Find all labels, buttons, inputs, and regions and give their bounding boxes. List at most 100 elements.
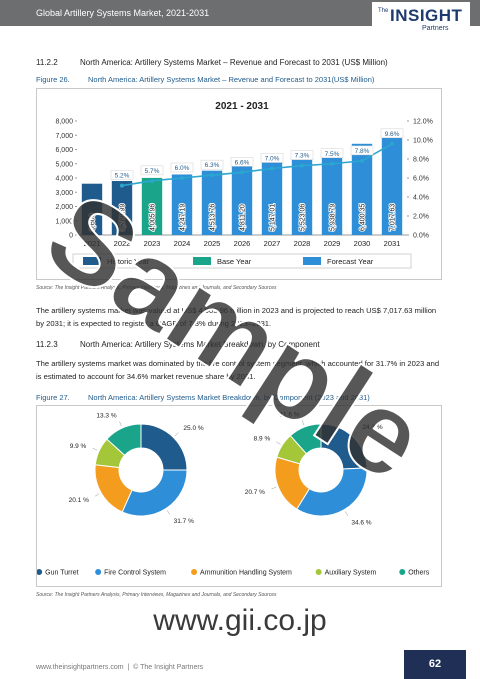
y-tick-label: 6,000 <box>55 147 73 154</box>
slice-label: 34.6 % <box>351 519 371 526</box>
legend-frame <box>72 253 412 269</box>
legend-swatch <box>83 257 101 265</box>
legend-label: Gun Turret <box>45 570 79 577</box>
bar <box>291 156 313 235</box>
x-tick-label: 2031 <box>384 239 401 248</box>
legend-swatch <box>191 569 198 575</box>
slice-label: 20.1 % <box>69 497 89 504</box>
footer-website: www.theinsightpartners.com <box>36 664 124 671</box>
growth-point <box>240 170 244 175</box>
growth-point <box>210 173 214 178</box>
figure-label: Figure 27. <box>36 393 70 402</box>
legend-label: Fire Control System <box>104 570 166 577</box>
bar <box>201 170 223 235</box>
y-tick-label: 7,000 <box>55 133 73 140</box>
bar-value-label: 4,247.19 <box>180 204 187 231</box>
legend-label: Historic Year <box>107 257 150 266</box>
growth-label: 5.2% <box>115 173 130 180</box>
y-tick-label: 5,000 <box>55 161 73 168</box>
label-box <box>290 150 314 160</box>
logo: The INSIGHT Partners <box>372 2 470 36</box>
page-number: 62 <box>404 650 466 679</box>
donut-slice <box>289 423 322 455</box>
bar-value-label: 3,600 <box>90 213 97 231</box>
label-box <box>230 157 254 167</box>
legend-swatch <box>95 569 102 575</box>
source-note: Source: The Insight Partners Analysis, P… <box>36 285 277 291</box>
slice-label: 25.0 % <box>183 425 203 432</box>
bar <box>111 181 133 235</box>
section-title: North America: Artillery Systems Market … <box>80 340 320 349</box>
slice-label: 13.3 % <box>96 413 116 420</box>
y2-tick-label: 10.0% <box>413 138 433 145</box>
growth-point <box>300 163 304 168</box>
y2-tick-label: 8.0% <box>413 157 429 164</box>
growth-label: 6.3% <box>205 162 220 169</box>
chart-title: 2021 - 2031 <box>215 101 269 112</box>
slice-label: 8.9 % <box>254 435 271 442</box>
leader-line <box>166 510 171 515</box>
x-tick-label: 2027 <box>264 239 281 248</box>
legend-label: Forecast Year <box>327 257 374 266</box>
bar <box>261 161 283 235</box>
legend-label: Auxiliary System <box>325 570 377 577</box>
bar-value-label: 4,513.76 <box>210 204 217 231</box>
label-box <box>320 148 344 158</box>
y2-tick-label: 2.0% <box>413 214 429 221</box>
y-tick-label: 3,000 <box>55 190 73 197</box>
legend-swatch <box>37 569 43 575</box>
leader-line <box>119 421 122 427</box>
legend-label: Ammunition Handling System <box>200 570 292 577</box>
slice-label: 24.3 % <box>362 424 382 431</box>
paragraph: The artillery systems market was valued … <box>36 306 437 328</box>
leader-line <box>345 511 349 516</box>
header-title: Global Artillery Systems Market, 2021-20… <box>36 8 210 18</box>
growth-point <box>270 166 274 171</box>
growth-label: 6.6% <box>235 159 250 166</box>
watermark: www.gii.co.jp <box>153 604 327 637</box>
slice-label: 20.7 % <box>245 489 265 496</box>
leader-line <box>353 431 358 436</box>
source-note: Source: The Insight Partners Analysis, P… <box>36 592 277 598</box>
logo-sub: Partners <box>422 25 449 32</box>
legend-label: Others <box>408 570 430 577</box>
label-box <box>200 159 224 170</box>
leader-line <box>174 432 179 437</box>
y-tick-label: 8,000 <box>55 119 73 126</box>
growth-label: 7.3% <box>295 153 310 160</box>
bar <box>231 166 253 235</box>
x-tick-label: 2023 <box>144 239 161 248</box>
footer-copyright: © The Insight Partners <box>133 664 204 671</box>
bar-value-label: 7,017.63 <box>390 204 397 231</box>
bar-value-label: 3,788.99 <box>120 204 127 231</box>
y-tick-label: 4,000 <box>55 176 73 183</box>
leader-line <box>94 493 100 497</box>
growth-point <box>360 158 364 163</box>
growth-point <box>120 183 124 188</box>
bar-value-label: 5,938.79 <box>330 204 337 231</box>
donut-slice <box>140 423 188 471</box>
leader-line <box>276 441 281 445</box>
label-box <box>170 162 194 173</box>
bar-value-label: 5,147.01 <box>270 204 277 231</box>
growth-label: 9.6% <box>385 131 400 138</box>
logo-the: The <box>378 8 389 14</box>
bar <box>321 150 343 235</box>
section-title: North America: Artillery Systems Market … <box>80 58 388 67</box>
legend-swatch <box>193 257 211 265</box>
leader-line <box>301 420 305 426</box>
y2-tick-label: 0.0% <box>413 233 429 240</box>
donut-charts: 25.0 % 31.7 % 20.1 % 9.9 % 13.3 % 24.3 % 34.6 … <box>36 405 442 587</box>
bar-value-label: 6,400.35 <box>360 204 367 231</box>
label-box <box>380 128 404 139</box>
growth-label: 6.0% <box>175 165 190 172</box>
donut-slice <box>121 469 188 517</box>
figure-caption: North America: Artillery Systems Market … <box>88 393 370 402</box>
x-tick-label: 2030 <box>354 239 371 248</box>
bar-value-label: 4,005.96 <box>150 204 157 231</box>
y-tick-label: 2,000 <box>55 204 73 211</box>
figure-caption: North America: Artillery Systems Market … <box>88 75 375 84</box>
x-tick-label: 2024 <box>174 239 191 248</box>
legend-label: Base Year <box>217 257 252 266</box>
